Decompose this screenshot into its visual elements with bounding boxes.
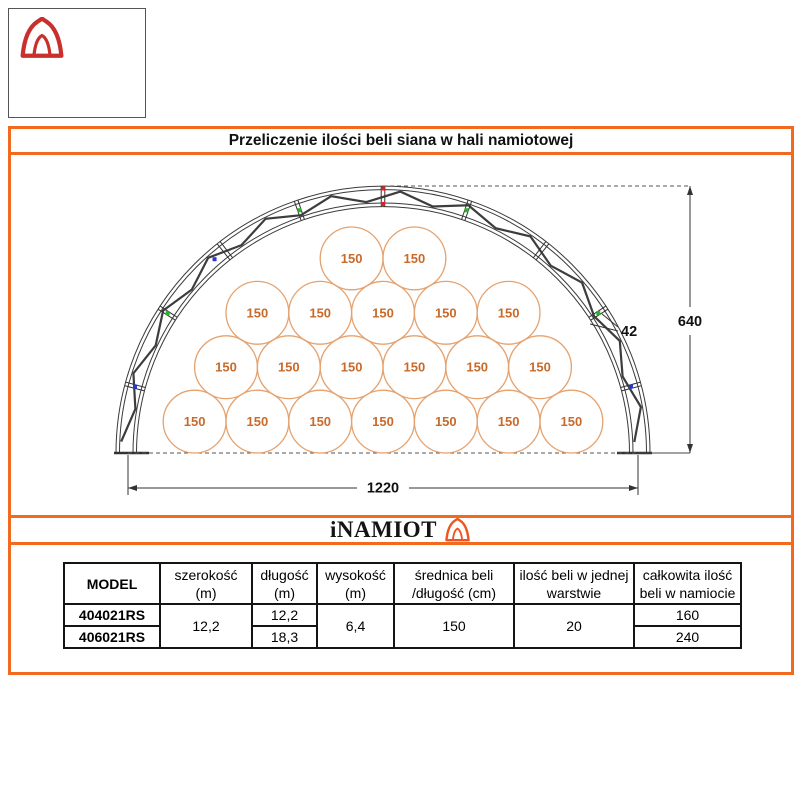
bolt-marker bbox=[596, 311, 601, 316]
hay-bale-label: 150 bbox=[341, 251, 363, 266]
header-line: (m) bbox=[345, 584, 366, 601]
hay-bale-circle bbox=[476, 280, 541, 345]
hay-bale-label: 150 bbox=[184, 414, 206, 429]
hay-bale-label: 150 bbox=[309, 414, 331, 429]
cell-dlugosc-2: 18,3 bbox=[251, 625, 318, 649]
spec-table-area: MODEL szerokość (m) długość (m) wysokość… bbox=[11, 545, 791, 649]
truss-joint bbox=[533, 241, 547, 259]
bolt-marker bbox=[464, 208, 469, 213]
truss-depth-label: 42 bbox=[621, 324, 637, 340]
arrowhead bbox=[128, 485, 137, 491]
hay-bale-label: 150 bbox=[247, 414, 269, 429]
hay-bale-label: 150 bbox=[341, 360, 363, 375]
cell-ilosc-warstwa: 20 bbox=[513, 603, 635, 649]
header-line: wysokość bbox=[325, 566, 386, 583]
cell-calkowita-2: 240 bbox=[633, 625, 742, 649]
header-line: całkowita ilość bbox=[642, 566, 733, 583]
header-calkowita: całkowita ilość beli w namiocie bbox=[633, 562, 742, 605]
truss-joint bbox=[535, 243, 550, 261]
hay-bale-label: 150 bbox=[466, 360, 488, 375]
hay-bale-label: 150 bbox=[372, 414, 394, 429]
header-line: (m) bbox=[274, 584, 295, 601]
bolt-marker bbox=[629, 384, 634, 389]
header-srednica: średnica beli /długość (cm) bbox=[393, 562, 515, 605]
header-szerokosc: szerokość (m) bbox=[159, 562, 253, 605]
table-row: 404021RS 12,2 12,2 6,4 150 20 160 bbox=[63, 603, 742, 649]
tent-icon bbox=[445, 518, 470, 542]
height-dimension-label: 640 bbox=[678, 314, 702, 330]
bolt-marker bbox=[381, 186, 385, 191]
header-ilosc-warstwa: ilość beli w jednej warstwie bbox=[513, 562, 635, 605]
hay-bale-label: 150 bbox=[309, 305, 331, 320]
cell-model-1: 404021RS bbox=[63, 603, 161, 627]
brand-bar: iNAMIOT bbox=[11, 515, 791, 545]
hay-bale-label: 150 bbox=[435, 414, 457, 429]
header-line: szerokość bbox=[174, 566, 238, 583]
header-wysokosc: wysokość (m) bbox=[316, 562, 395, 605]
cell-szerokosc: 12,2 bbox=[159, 603, 253, 649]
bolt-marker bbox=[165, 311, 170, 316]
arrowhead bbox=[687, 186, 693, 195]
hay-bale-circle bbox=[507, 335, 573, 400]
truss-web bbox=[120, 190, 643, 443]
diagram-area: 150 150 150 150 150 150 150 150 150 150 150 150 150 1… bbox=[11, 155, 791, 515]
width-dimension-label: 1220 bbox=[367, 481, 399, 497]
hay-bale-circle bbox=[382, 226, 447, 291]
header-line: długość bbox=[260, 566, 309, 583]
hay-bale-label: 150 bbox=[498, 305, 520, 320]
bolt-marker bbox=[212, 257, 217, 262]
header-line: (m) bbox=[195, 584, 217, 601]
corner-logo-box bbox=[8, 8, 146, 118]
cell-dlugosc-1: 12,2 bbox=[251, 603, 318, 627]
tent-diagram-svg: 150 150 150 150 150 150 150 150 150 150 150 150 150 1… bbox=[114, 185, 702, 497]
cell-srednica: 150 bbox=[393, 603, 515, 649]
header-line: warstwie bbox=[546, 584, 602, 601]
hay-bale-label: 150 bbox=[215, 360, 237, 375]
hay-bale-label: 150 bbox=[404, 251, 426, 266]
hay-bale-label: 150 bbox=[435, 305, 457, 320]
truss-inner-chord bbox=[136, 206, 630, 454]
cell-model-2: 406021RS bbox=[63, 625, 161, 649]
header-model: MODEL bbox=[63, 562, 161, 605]
tent-logo-icon bbox=[20, 16, 64, 58]
hay-bale-label: 150 bbox=[561, 414, 583, 429]
cell-calkowita-1: 160 bbox=[633, 603, 742, 627]
leader-line bbox=[601, 313, 619, 328]
hay-bale-label: 150 bbox=[247, 305, 269, 320]
header-line: /długość (cm) bbox=[411, 584, 497, 601]
header-row: MODEL szerokość (m) długość (m) wysokość… bbox=[63, 562, 742, 605]
bolt-marker bbox=[297, 208, 302, 213]
truss-joint bbox=[219, 241, 233, 259]
hay-bale-circle bbox=[539, 389, 604, 454]
header-line: ilość beli w jednej bbox=[519, 566, 629, 583]
hay-bale-label: 150 bbox=[372, 305, 394, 320]
hay-bale-label: 150 bbox=[278, 360, 300, 375]
cell-wysokosc: 6,4 bbox=[316, 603, 395, 649]
header-dlugosc: długość (m) bbox=[251, 562, 318, 605]
spec-table: MODEL szerokość (m) długość (m) wysokość… bbox=[63, 562, 742, 649]
arrowhead bbox=[687, 444, 693, 453]
page-title: Przeliczenie ilości beli siana w hali na… bbox=[11, 129, 791, 155]
hay-bale-label: 150 bbox=[529, 360, 551, 375]
bolt-marker bbox=[381, 202, 385, 206]
hay-bale-label: 150 bbox=[498, 414, 520, 429]
truss-joint bbox=[216, 243, 231, 261]
table-row: 406021RS 18,3 240 bbox=[63, 625, 742, 649]
leader-line bbox=[589, 323, 619, 332]
bolt-marker bbox=[132, 384, 137, 389]
arrowhead bbox=[629, 485, 638, 491]
header-line: średnica beli bbox=[414, 566, 494, 583]
hay-bale-label: 150 bbox=[404, 360, 426, 375]
brand-wordmark: iNAMIOT bbox=[330, 517, 437, 542]
sheet-frame: Przeliczenie ilości beli siana w hali na… bbox=[8, 126, 794, 675]
header-line: beli w namiocie bbox=[639, 584, 736, 601]
